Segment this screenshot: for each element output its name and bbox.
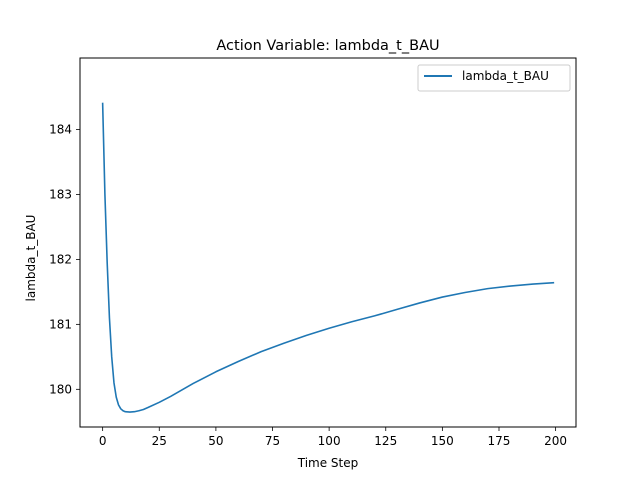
legend-label: lambda_t_BAU bbox=[462, 69, 549, 83]
x-axis-title: Time Step bbox=[297, 456, 359, 470]
y-tick-label: 184 bbox=[49, 122, 72, 136]
y-tick-label: 181 bbox=[49, 317, 72, 331]
x-tick-label: 200 bbox=[544, 434, 567, 448]
x-tick-label: 75 bbox=[265, 434, 280, 448]
y-axis-title: lambda_t_BAU bbox=[24, 215, 38, 302]
x-tick-label: 150 bbox=[431, 434, 454, 448]
x-tick-label: 175 bbox=[488, 434, 511, 448]
plot-area bbox=[79, 57, 577, 428]
legend-box bbox=[417, 64, 571, 92]
x-tick-label: 125 bbox=[374, 434, 397, 448]
x-tick-label: 100 bbox=[318, 434, 341, 448]
chart-title: Action Variable: lambda_t_BAU bbox=[216, 38, 439, 54]
x-tick-label: 25 bbox=[152, 434, 167, 448]
y-axis: 180 181 182 183 184 bbox=[49, 122, 80, 396]
y-tick-label: 183 bbox=[49, 187, 72, 201]
series-line-0 bbox=[101, 102, 555, 413]
y-tick-label: 180 bbox=[49, 382, 72, 396]
x-axis: 0 25 50 75 100 125 150 175 200 bbox=[99, 427, 567, 448]
x-tick-label: 0 bbox=[99, 434, 107, 448]
x-tick-label: 50 bbox=[208, 434, 223, 448]
y-tick-label: 182 bbox=[49, 252, 72, 266]
legend: lambda_t_BAU bbox=[417, 64, 571, 92]
series-layer bbox=[101, 102, 555, 413]
